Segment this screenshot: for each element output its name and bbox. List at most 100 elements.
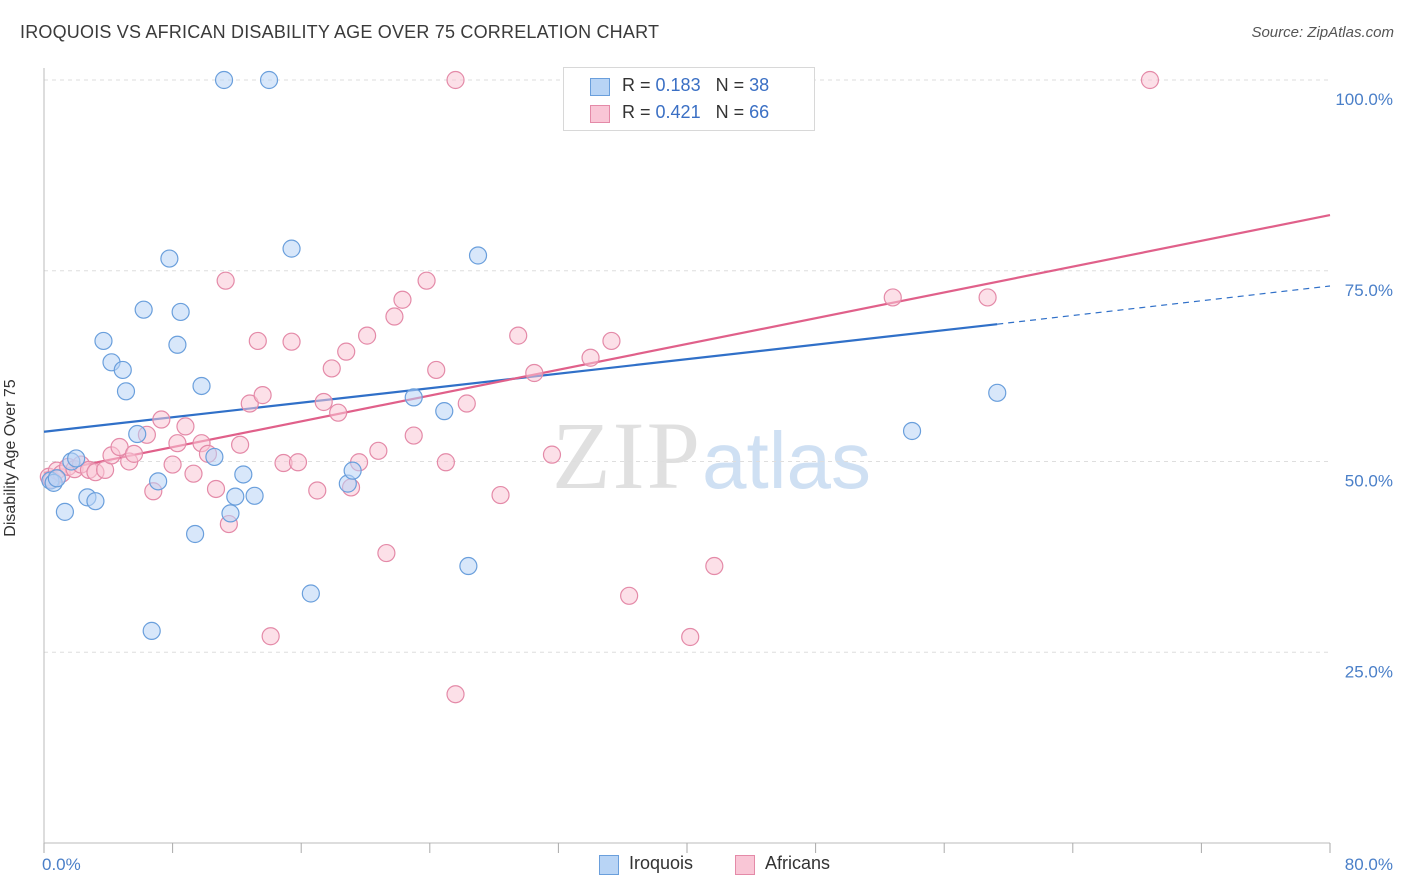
y-tick-label: 25.0% — [1345, 662, 1393, 681]
watermark-atlas: atlas — [702, 416, 871, 505]
africans-point — [329, 403, 348, 422]
x-tick-label-min: 0.0% — [42, 855, 81, 874]
africans-point — [620, 586, 639, 605]
iroquois-legend-label: Iroquois — [629, 853, 694, 873]
iroquois-point — [128, 424, 147, 444]
africans-point — [206, 479, 226, 499]
r-label: R = — [622, 102, 651, 122]
iroquois-point — [301, 584, 320, 603]
series-legend: Iroquois Africans — [0, 852, 1406, 878]
iroquois-point — [226, 487, 245, 506]
n-value: 66 — [749, 102, 770, 122]
iroquois-point — [435, 402, 454, 421]
iroquois-point — [134, 300, 153, 319]
africans-point — [436, 453, 455, 472]
africans-legend-label: Africans — [765, 853, 831, 873]
africans-point — [308, 481, 327, 500]
iroquois-point — [205, 447, 224, 467]
africans-point — [253, 386, 272, 405]
r-value: 0.183 — [655, 75, 701, 95]
africans-point — [184, 464, 203, 483]
watermark-zip: ZIP — [552, 402, 702, 509]
africans-point — [883, 288, 902, 307]
africans-point — [152, 410, 171, 429]
iroquois-point — [186, 524, 205, 544]
iroquois-point — [459, 556, 478, 576]
africans-point — [681, 627, 700, 647]
y-tick-label: 50.0% — [1345, 472, 1393, 491]
africans-point — [427, 360, 446, 380]
y-tick-label: 100.0% — [1335, 90, 1393, 109]
africans-point — [282, 332, 301, 351]
iroquois-point — [67, 449, 86, 468]
r-label: R = — [622, 75, 651, 95]
africans-point — [1140, 70, 1160, 90]
africans-point — [176, 417, 195, 436]
africans-trend-line — [43, 213, 1331, 475]
africans-point — [602, 331, 621, 351]
africans-point — [163, 455, 182, 474]
africans-point — [314, 392, 333, 412]
iroquois-point — [902, 421, 922, 441]
africans-point — [542, 445, 562, 464]
iroquois-point — [234, 465, 253, 484]
iroquois-stats: R = 0.183 N = 38 — [622, 75, 769, 96]
africans-point — [525, 363, 544, 383]
iroquois-point — [343, 461, 362, 480]
data-points — [39, 70, 1160, 704]
africans-swatch — [590, 105, 610, 123]
iroquois-legend-swatch — [599, 855, 619, 875]
africans-point — [216, 271, 235, 290]
trend-lines — [43, 213, 1331, 475]
stats-legend: R = 0.183 N = 38 R = 0.421 N = 66 — [563, 67, 815, 131]
africans-point — [358, 326, 377, 345]
africans-point — [240, 394, 259, 413]
iroquois-point — [214, 70, 234, 90]
axes — [43, 68, 1331, 853]
africans-point — [248, 331, 267, 351]
africans-point — [491, 485, 510, 505]
tick-labels: 25.0% 50.0% 75.0% 100.0% 0.0% 80.0% — [42, 90, 1393, 874]
africans-point — [231, 435, 250, 454]
x-tick-label-max: 80.0% — [1345, 855, 1393, 874]
iroquois-point — [404, 388, 423, 407]
africans-point — [446, 685, 465, 704]
africans-point — [322, 359, 341, 378]
iroquois-point — [192, 376, 211, 396]
n-value: 38 — [749, 75, 770, 95]
y-axis-label: Disability Age Over 75 — [2, 379, 19, 537]
africans-point — [124, 444, 144, 463]
r-value: 0.421 — [655, 102, 701, 122]
iroquois-point — [149, 472, 168, 491]
africans-point — [457, 394, 476, 413]
watermark: ZIPatlas — [552, 400, 871, 511]
iroquois-point — [259, 70, 279, 90]
africans-legend-swatch — [735, 855, 755, 875]
africans-point — [369, 441, 388, 460]
source-label: Source: ZipAtlas.com — [1251, 24, 1394, 41]
africans-point — [168, 434, 187, 453]
iroquois-trend-extension — [997, 285, 1331, 325]
chart-title: IROQUOIS VS AFRICAN DISABILITY AGE OVER … — [20, 22, 660, 42]
iroquois-point — [142, 621, 161, 640]
iroquois-point — [468, 246, 488, 265]
iroquois-point — [116, 382, 136, 401]
iroquois-point — [168, 335, 187, 354]
iroquois-point — [47, 469, 66, 488]
iroquois-point — [113, 360, 132, 380]
iroquois-point — [282, 239, 301, 258]
iroquois-point — [55, 502, 74, 521]
iroquois-point — [245, 486, 264, 505]
iroquois-swatch — [590, 78, 610, 96]
iroquois-point — [94, 331, 113, 351]
africans-point — [581, 348, 600, 367]
africans-point — [393, 290, 412, 309]
africans-point — [417, 271, 436, 290]
iroquois-point — [221, 504, 240, 523]
africans-point — [288, 453, 308, 472]
africans-point — [404, 426, 423, 445]
n-label: N = — [715, 102, 745, 122]
africans-point — [446, 70, 465, 90]
iroquois-point — [160, 249, 179, 268]
